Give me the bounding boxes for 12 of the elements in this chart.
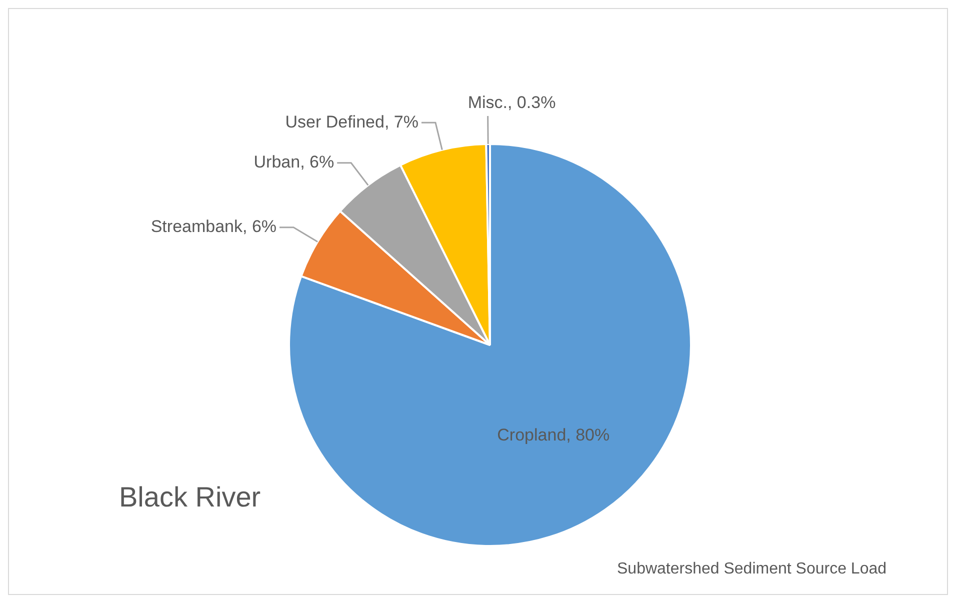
slice-label: User Defined — [285, 112, 384, 132]
slice-label: Cropland — [497, 425, 566, 444]
data-label: , 6% — [300, 152, 334, 172]
text: Black River — [119, 482, 261, 513]
slice-label: Misc. — [468, 93, 508, 112]
data-label: , 7% — [384, 112, 418, 132]
data-label: , 80% — [566, 425, 610, 444]
slice-label: Urban — [254, 152, 300, 172]
text: Subwatershed Sediment Source Load — [617, 560, 887, 578]
slice-label: Streambank — [150, 217, 243, 236]
data-label: , 0.3% — [507, 93, 556, 112]
data-label: , 6% — [242, 217, 277, 236]
